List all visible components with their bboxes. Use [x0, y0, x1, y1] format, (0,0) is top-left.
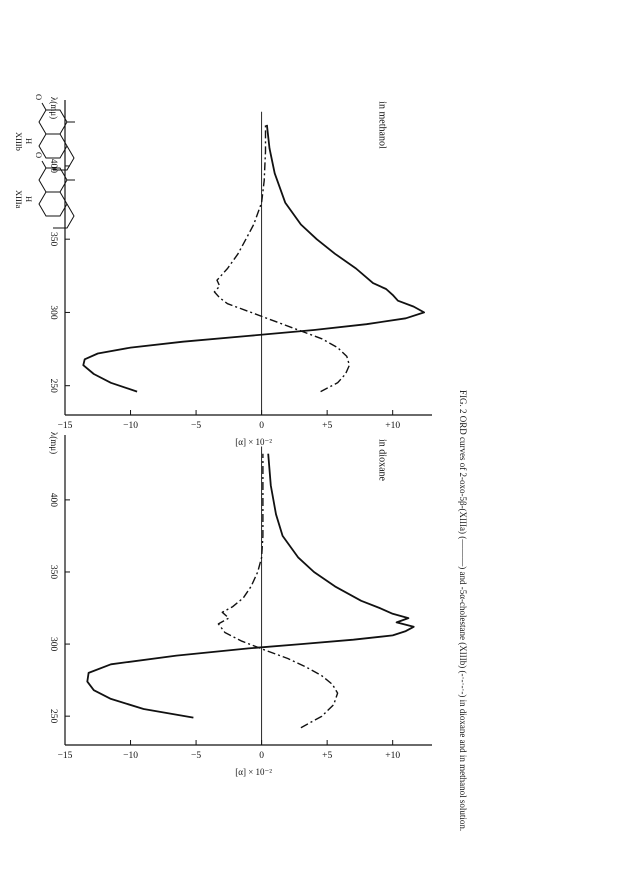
x-tick-label: 400 — [48, 159, 58, 174]
y-tick-label: −5 — [191, 421, 201, 431]
y-tick-label: +10 — [385, 751, 400, 761]
structure-h-label: H — [24, 196, 34, 202]
series-line-dashdot — [217, 453, 339, 729]
structure-o-label: O — [34, 94, 44, 100]
panel-label: in dioxane — [377, 439, 388, 481]
structure-label: XIIIb — [14, 132, 24, 151]
x-tick-label: 300 — [48, 305, 58, 320]
structure-xiiib: O H XIIIb — [14, 94, 75, 171]
x-tick-label: 250 — [48, 709, 58, 724]
series-line-solid — [86, 453, 415, 719]
series-line-solid — [82, 124, 425, 393]
y-tick-label: −10 — [123, 751, 138, 761]
figure-caption: FIG. 2 ORD curves of 2-oxo-5β-(XIIIa) (—… — [458, 390, 468, 831]
y-axis-title: [α] × 10⁻² — [235, 437, 272, 447]
structure-label: XIIIa — [14, 190, 24, 209]
x-tick-label: 350 — [48, 565, 58, 580]
y-tick-label: +5 — [322, 421, 332, 431]
y-tick-label: 0 — [259, 751, 264, 761]
y-axis-title: [α] × 10⁻² — [235, 767, 272, 777]
y-tick-label: +5 — [322, 751, 332, 761]
x-tick-label: 400 — [48, 493, 58, 508]
x-tick-label: 250 — [48, 379, 58, 394]
y-tick-label: −15 — [58, 751, 73, 761]
x-tick-label: 350 — [48, 232, 58, 247]
rotated-figure-content: +10 +5 0 −5 −10 −15 250 300 350 400 λ(mμ) [α] × 10⁻… — [14, 94, 468, 831]
chart-panel-dioxane: +10 +5 0 −5 −10 −15 250 300 350 400 λ(mμ) [α] × 10⁻… — [48, 432, 432, 777]
y-tick-label: −5 — [191, 751, 201, 761]
structure-xiiia: O H XIIIa — [14, 152, 75, 229]
panel-label: in methanol — [377, 101, 388, 149]
chart-panel-methanol: +10 +5 0 −5 −10 −15 250 300 350 400 λ(mμ) [α] × 10⁻… — [48, 97, 432, 447]
y-tick-label: 0 — [259, 421, 264, 431]
x-axis-title: λ(mμ) — [49, 432, 59, 454]
y-tick-label: −10 — [123, 421, 138, 431]
series-line-dashdot — [213, 124, 351, 393]
x-axis-title: λ(mμ) — [49, 97, 59, 119]
structure-h-label: H — [24, 138, 34, 144]
structure-o-label: O — [34, 152, 44, 158]
y-tick-label: −15 — [58, 421, 73, 431]
y-tick-label: +10 — [385, 421, 400, 431]
x-tick-label: 300 — [48, 637, 58, 652]
